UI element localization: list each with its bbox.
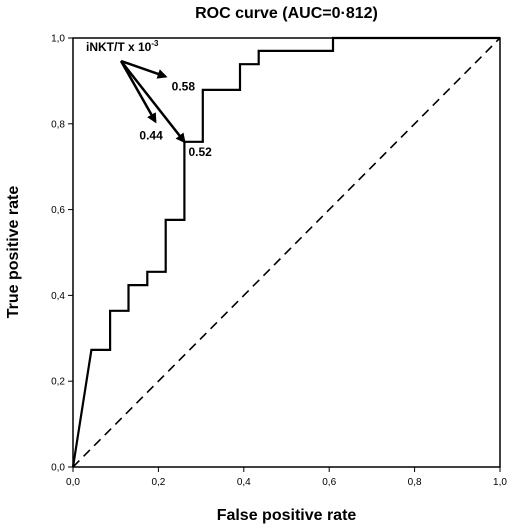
- annotation-label: iNKT/T x 10-3: [86, 39, 159, 54]
- annotation-value-label: 0.52: [188, 145, 212, 159]
- x-tick-label: 0,4: [237, 477, 251, 488]
- annotation-arrow: [119, 60, 157, 124]
- chart-title: ROC curve (AUC=0·812): [195, 5, 378, 22]
- annotation-arrow: [120, 59, 168, 79]
- annotation-label-text: iNKT/T x 10: [86, 40, 152, 54]
- x-tick-label: 0,0: [66, 477, 80, 488]
- annotation-value-label: 0.58: [172, 80, 196, 94]
- y-tick-label: 0,8: [51, 119, 65, 130]
- roc-curve-line: [71, 36, 500, 468]
- y-tick-label: 0,4: [51, 291, 65, 302]
- y-tick-label: 0,6: [51, 205, 65, 216]
- x-tick-label: 1,0: [493, 477, 507, 488]
- x-axis-label: False positive rate: [216, 507, 357, 524]
- y-tick-label: 1,0: [51, 34, 65, 45]
- annotation-label-superscript: -3: [151, 39, 159, 48]
- x-tick-label: 0,6: [322, 477, 336, 488]
- annotation-arrow: [120, 60, 186, 144]
- reference-diagonal-line: [72, 37, 501, 468]
- x-tick-label: 0,2: [151, 477, 165, 488]
- x-tick-label: 0,8: [408, 477, 422, 488]
- annotation-value-label: 0.44: [139, 129, 163, 143]
- y-tick-label: 0,0: [51, 463, 65, 474]
- plot-frame: [72, 37, 501, 468]
- y-tick-label: 0,2: [51, 377, 65, 388]
